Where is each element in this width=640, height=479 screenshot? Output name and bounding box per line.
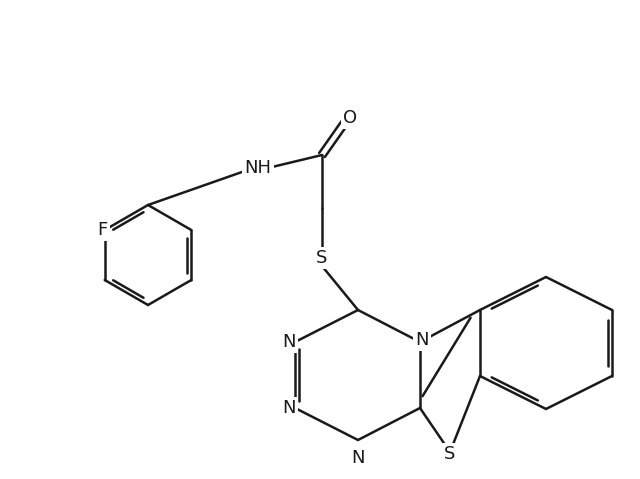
Text: N: N [415, 331, 429, 349]
Text: NH: NH [244, 159, 271, 177]
Text: F: F [97, 221, 108, 239]
Text: O: O [343, 109, 357, 127]
Text: S: S [316, 249, 328, 267]
Text: N: N [282, 333, 296, 351]
Text: S: S [444, 445, 456, 463]
Text: N: N [282, 399, 296, 417]
Text: N: N [351, 449, 365, 467]
